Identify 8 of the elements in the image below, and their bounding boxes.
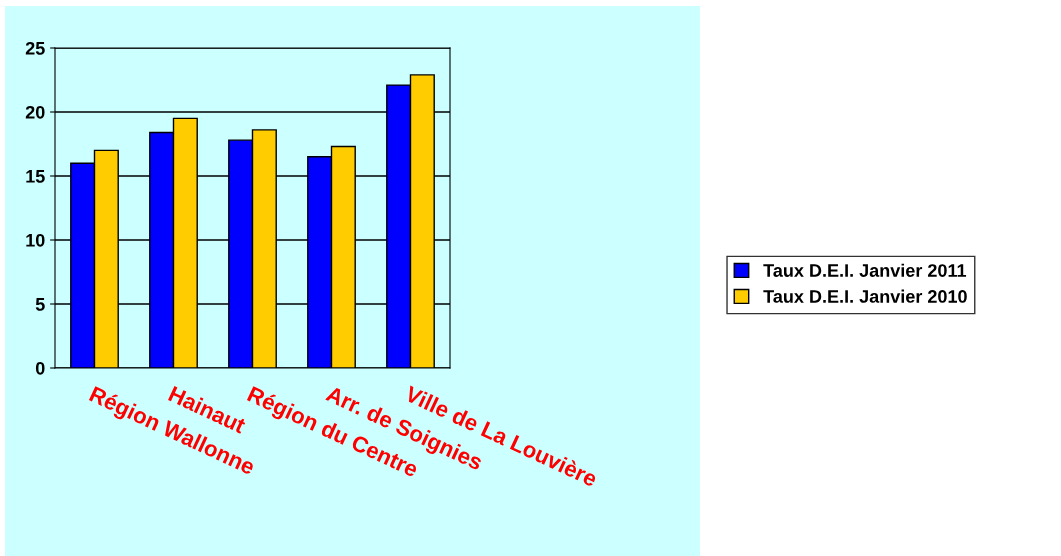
y-tick-label: 20: [25, 105, 45, 119]
y-tick-label: 15: [26, 170, 45, 183]
y-tick-label: 10: [26, 233, 45, 247]
legend-label: Taux D.E.I. Janvier 2010: [763, 289, 967, 303]
legend-label: Taux D.E.I. Janvier 2011: [763, 263, 967, 277]
y-tick-label: 0: [35, 361, 45, 375]
y-tick-label: 25: [25, 41, 45, 55]
y-tick-label: 5: [35, 298, 45, 311]
